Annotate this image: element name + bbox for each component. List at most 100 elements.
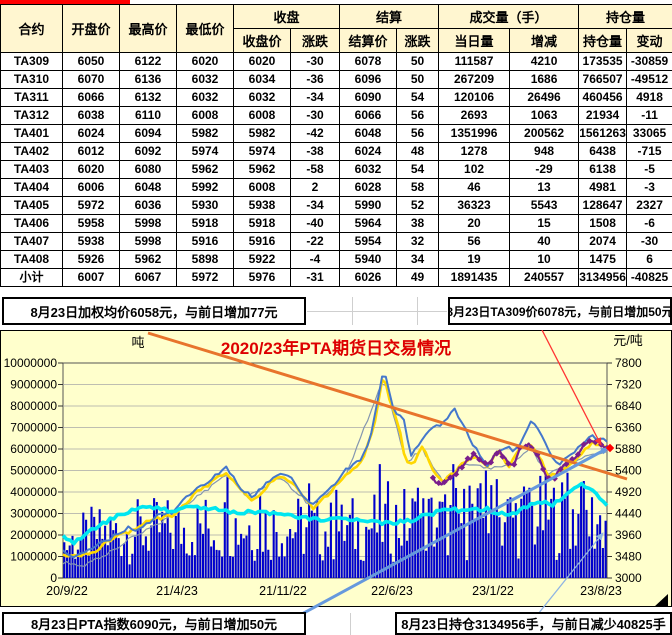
contract-cell[interactable]: TA407 xyxy=(0,232,63,251)
contract-cell[interactable]: 小计 xyxy=(0,268,63,287)
value-cell[interactable]: 948 xyxy=(509,142,580,161)
value-cell[interactable]: 49 xyxy=(396,268,440,287)
value-cell[interactable]: 50 xyxy=(396,52,440,71)
value-cell[interactable]: 6028 xyxy=(339,178,398,197)
value-cell[interactable]: 6020 xyxy=(62,160,120,179)
value-cell[interactable]: 6036 xyxy=(119,196,177,215)
value-cell[interactable]: 5990 xyxy=(339,196,398,215)
value-cell[interactable]: 1278 xyxy=(438,142,511,161)
value-cell[interactable]: 6048 xyxy=(339,124,398,143)
value-cell[interactable]: 5992 xyxy=(176,178,234,197)
value-cell[interactable]: 5962 xyxy=(119,250,177,269)
value-cell[interactable]: 6070 xyxy=(62,70,120,89)
group-header-close[interactable]: 收盘 xyxy=(232,4,341,29)
value-cell[interactable]: -58 xyxy=(289,160,341,179)
value-cell[interactable]: 6066 xyxy=(62,88,120,107)
col-header-volume-change[interactable]: 增减 xyxy=(509,28,580,53)
value-cell[interactable]: 19 xyxy=(438,250,511,269)
contract-cell[interactable]: TA405 xyxy=(0,196,63,215)
value-cell[interactable]: 6024 xyxy=(62,124,120,143)
value-cell[interactable]: 34 xyxy=(396,250,440,269)
value-cell[interactable]: 5958 xyxy=(62,214,120,233)
value-cell[interactable]: 6008 xyxy=(233,106,291,125)
value-cell[interactable]: 5930 xyxy=(176,196,234,215)
value-cell[interactable]: 6034 xyxy=(233,70,291,89)
contract-cell[interactable]: TA312 xyxy=(0,106,63,125)
value-cell[interactable]: 6090 xyxy=(339,88,398,107)
value-cell[interactable]: 54 xyxy=(396,88,440,107)
value-cell[interactable]: 6110 xyxy=(119,106,177,125)
value-cell[interactable]: 15 xyxy=(509,214,580,233)
value-cell[interactable]: 173535 xyxy=(578,52,628,71)
value-cell[interactable]: 6092 xyxy=(119,142,177,161)
value-cell[interactable]: 2 xyxy=(289,178,341,197)
value-cell[interactable]: 2074 xyxy=(578,232,628,251)
value-cell[interactable]: 6080 xyxy=(119,160,177,179)
value-cell[interactable]: 6007 xyxy=(62,268,120,287)
value-cell[interactable]: 6032 xyxy=(176,70,234,89)
value-cell[interactable]: 5898 xyxy=(176,250,234,269)
value-cell[interactable]: 32 xyxy=(396,232,440,251)
col-header-settle-change[interactable]: 涨跌 xyxy=(396,28,440,53)
value-cell[interactable]: 38 xyxy=(396,214,440,233)
value-cell[interactable]: 5926 xyxy=(62,250,120,269)
value-cell[interactable]: 3134956 xyxy=(578,268,628,287)
value-cell[interactable]: 5543 xyxy=(509,196,580,215)
contract-cell[interactable]: TA408 xyxy=(0,250,63,269)
value-cell[interactable]: -22 xyxy=(289,232,341,251)
value-cell[interactable]: 1891435 xyxy=(438,268,511,287)
value-cell[interactable]: 56 xyxy=(396,124,440,143)
value-cell[interactable]: 5938 xyxy=(233,196,291,215)
value-cell[interactable]: 5982 xyxy=(233,124,291,143)
value-cell[interactable]: -30 xyxy=(289,52,341,71)
value-cell[interactable]: 5938 xyxy=(62,232,120,251)
value-cell[interactable]: 6050 xyxy=(62,52,120,71)
value-cell[interactable]: 240557 xyxy=(509,268,580,287)
value-cell[interactable]: 6024 xyxy=(339,142,398,161)
value-cell[interactable]: 111587 xyxy=(438,52,511,71)
value-cell[interactable]: 6006 xyxy=(62,178,120,197)
value-cell[interactable]: 4981 xyxy=(578,178,628,197)
value-cell[interactable]: 6138 xyxy=(578,160,628,179)
value-cell[interactable]: 50 xyxy=(396,70,440,89)
value-cell[interactable]: 6066 xyxy=(339,106,398,125)
value-cell[interactable]: 5998 xyxy=(119,214,177,233)
value-cell[interactable]: 102 xyxy=(438,160,511,179)
value-cell[interactable]: -4 xyxy=(289,250,341,269)
value-cell[interactable]: 6122 xyxy=(119,52,177,71)
group-header-settle[interactable]: 结算 xyxy=(339,4,440,29)
value-cell[interactable]: 5962 xyxy=(233,160,291,179)
value-cell[interactable]: -30859 xyxy=(626,52,672,71)
value-cell[interactable]: -11 xyxy=(626,106,672,125)
value-cell[interactable]: 5982 xyxy=(176,124,234,143)
col-header-close-change[interactable]: 涨跌 xyxy=(289,28,341,53)
contract-cell[interactable]: TA403 xyxy=(0,160,63,179)
value-cell[interactable]: 6032 xyxy=(176,88,234,107)
value-cell[interactable]: 1686 xyxy=(509,70,580,89)
value-cell[interactable]: 10 xyxy=(509,250,580,269)
value-cell[interactable]: -34 xyxy=(289,88,341,107)
value-cell[interactable]: 58 xyxy=(396,178,440,197)
col-header-oi-value[interactable]: 持仓量 xyxy=(578,28,628,53)
value-cell[interactable]: 1561263 xyxy=(578,124,628,143)
value-cell[interactable]: -42 xyxy=(289,124,341,143)
value-cell[interactable]: 1351996 xyxy=(438,124,511,143)
value-cell[interactable]: 5916 xyxy=(233,232,291,251)
value-cell[interactable]: 128647 xyxy=(578,196,628,215)
value-cell[interactable]: 6008 xyxy=(176,106,234,125)
value-cell[interactable]: 2327 xyxy=(626,196,672,215)
col-header-contract[interactable]: 合约 xyxy=(0,4,63,53)
contract-cell[interactable]: TA404 xyxy=(0,178,63,197)
value-cell[interactable]: -38 xyxy=(289,142,341,161)
contract-cell[interactable]: TA406 xyxy=(0,214,63,233)
value-cell[interactable]: 4210 xyxy=(509,52,580,71)
value-cell[interactable]: 267209 xyxy=(438,70,511,89)
value-cell[interactable]: 6067 xyxy=(119,268,177,287)
value-cell[interactable]: 5998 xyxy=(119,232,177,251)
value-cell[interactable]: 766507 xyxy=(578,70,628,89)
contract-cell[interactable]: TA311 xyxy=(0,88,63,107)
value-cell[interactable]: 21934 xyxy=(578,106,628,125)
value-cell[interactable]: 5964 xyxy=(339,214,398,233)
col-header-day-volume[interactable]: 当日量 xyxy=(438,28,511,53)
contract-cell[interactable]: TA401 xyxy=(0,124,63,143)
